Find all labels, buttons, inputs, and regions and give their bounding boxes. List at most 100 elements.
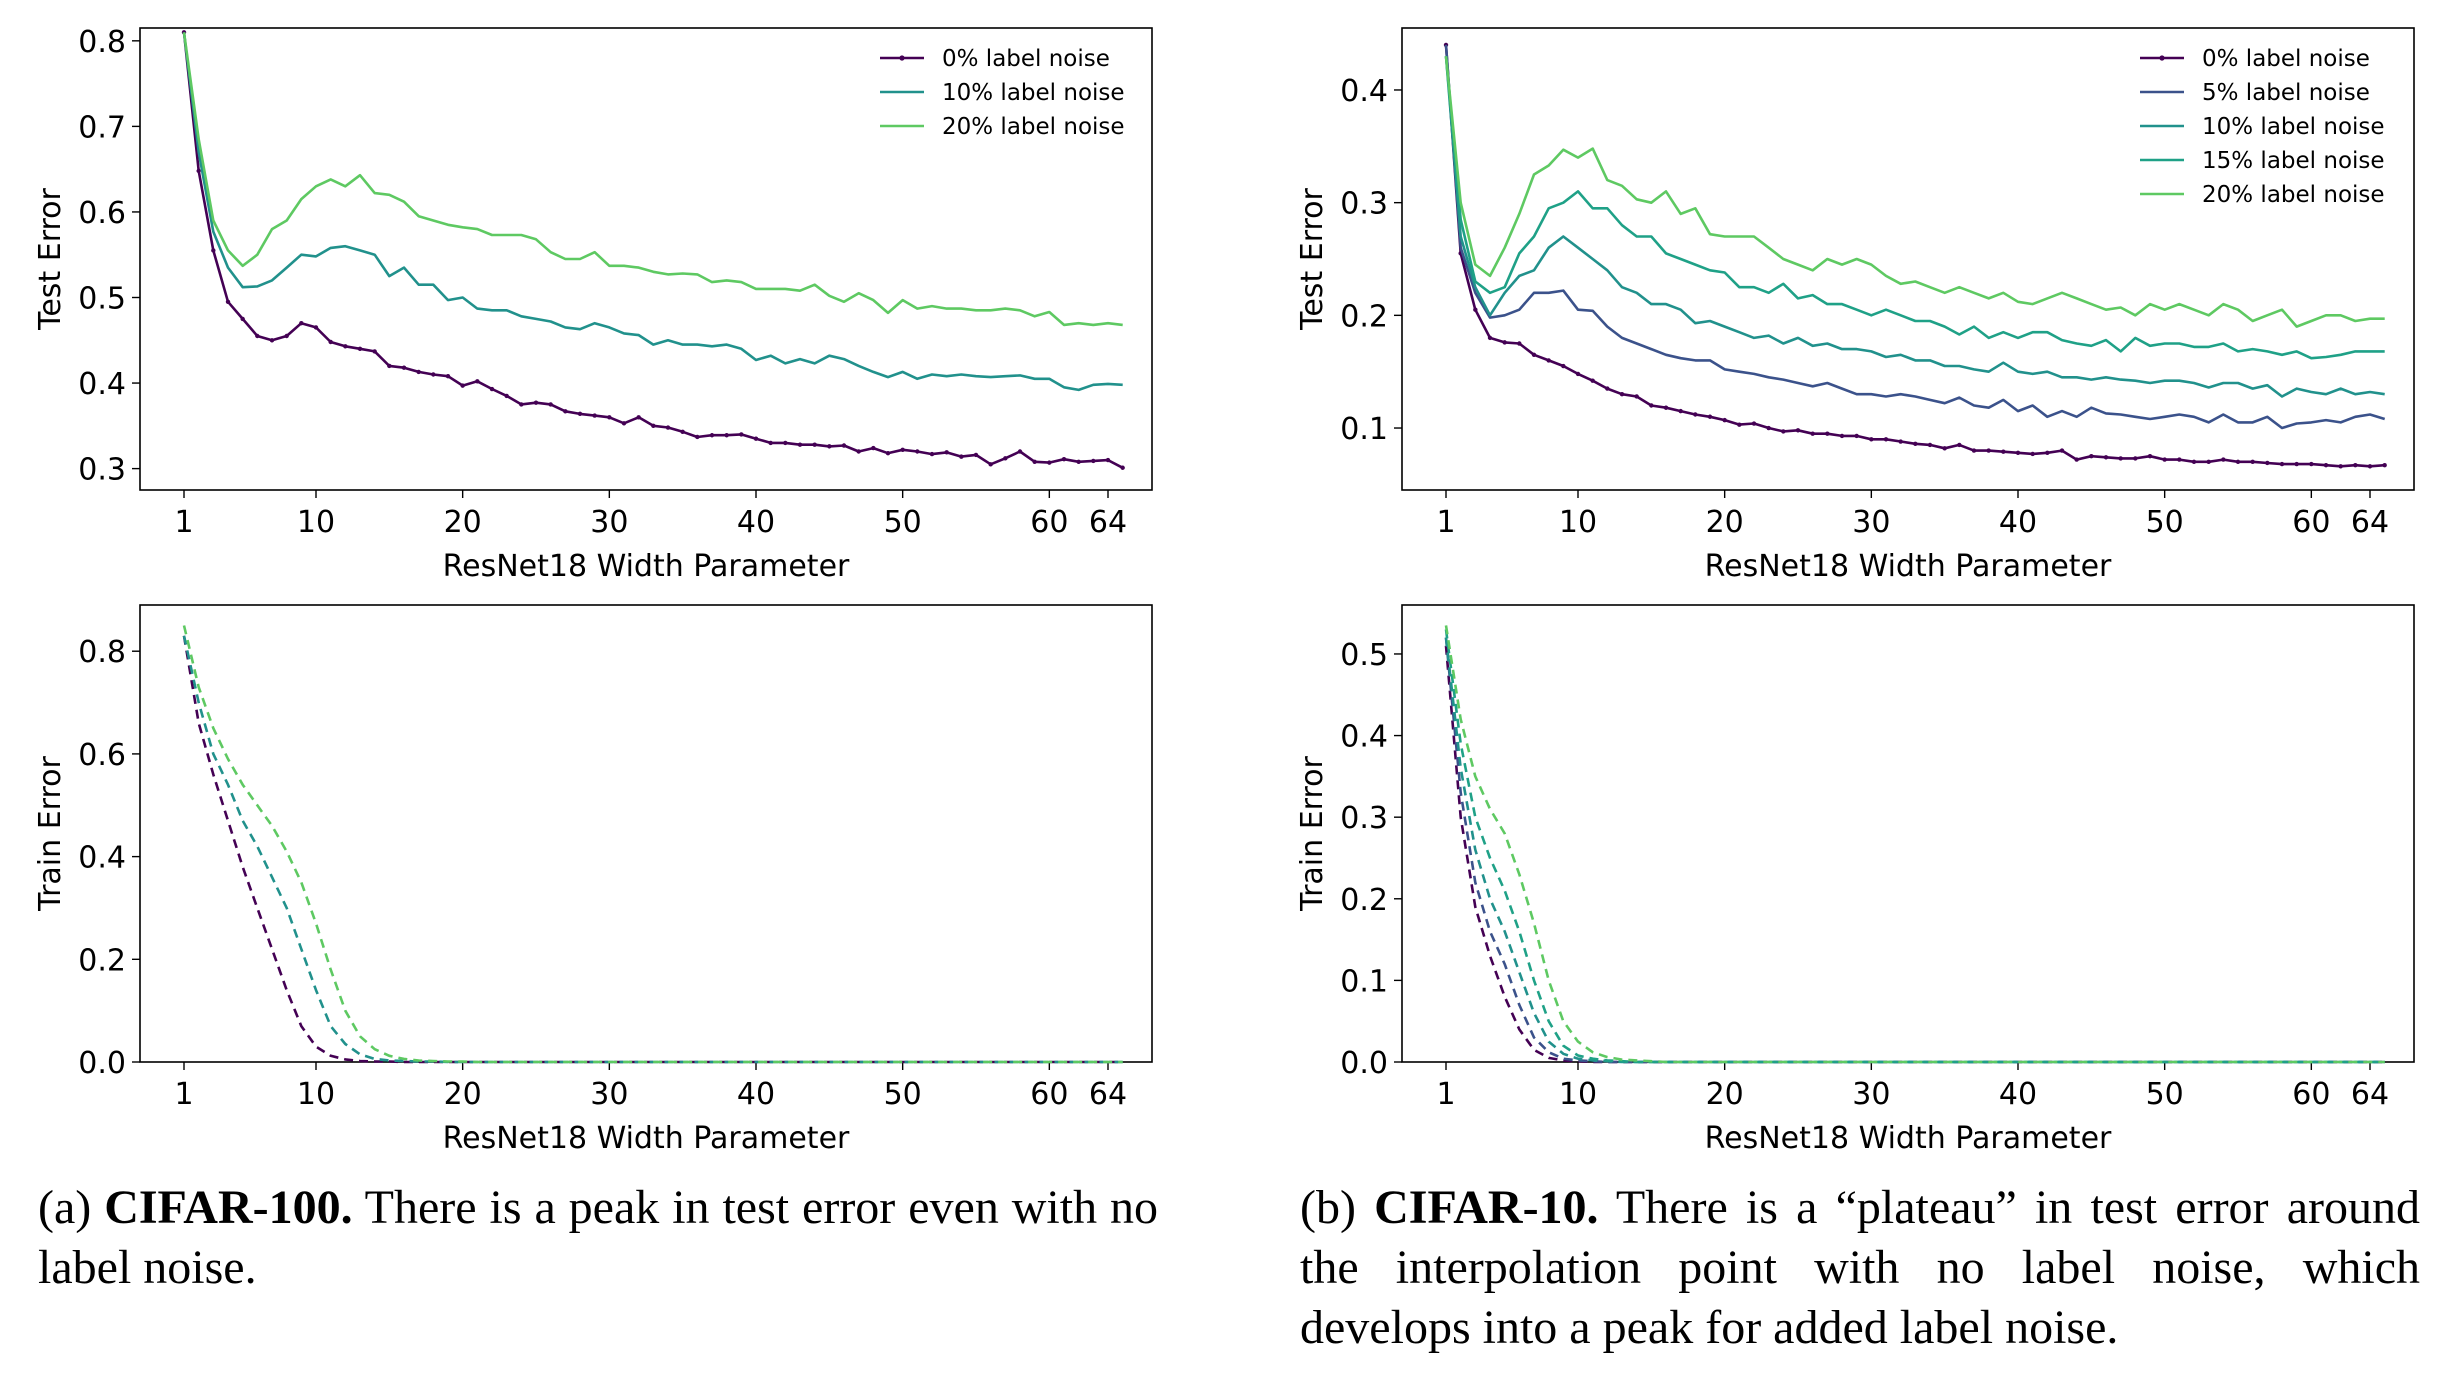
series-point <box>900 447 905 452</box>
x-tick-label: 50 <box>884 1077 922 1112</box>
series-point <box>1076 459 1081 464</box>
caption-b-title: CIFAR-10. <box>1374 1181 1599 1234</box>
series-point <box>915 449 920 454</box>
series-point <box>357 346 363 352</box>
x-tick-label: 1 <box>1436 1077 1455 1112</box>
series-point <box>1869 437 1874 442</box>
x-tick-label: 64 <box>1089 505 1127 540</box>
y-tick-label: 0.2 <box>1340 299 1388 334</box>
series-point <box>2250 459 2255 465</box>
series-point <box>284 333 289 339</box>
x-tick-label: 30 <box>1852 1077 1890 1112</box>
series-point <box>1531 352 1537 357</box>
x-tick-label: 60 <box>1030 505 1068 540</box>
series-point <box>460 383 465 388</box>
series-point <box>1546 358 1551 363</box>
series-point <box>680 429 685 435</box>
series-point <box>2338 464 2343 469</box>
series-point <box>1120 465 1125 470</box>
caption-a-text: There is a peak in test error even with … <box>38 1181 1159 1294</box>
series-point <box>2118 456 2123 461</box>
series-point <box>401 365 407 370</box>
series-point <box>577 411 583 417</box>
series-line-4 <box>1444 56 2385 328</box>
series-point <box>416 369 421 375</box>
x-axis-label: ResNet18 Width Parameter <box>1705 549 2112 584</box>
series-point <box>2235 459 2241 465</box>
series-point <box>1634 394 1639 399</box>
series-point <box>2030 451 2035 457</box>
series-point <box>783 440 788 446</box>
series-line-2 <box>182 625 1123 1064</box>
chart-cifar10-test: 1 10 20 30 40 50 60 64 0.1 0.2 0.3 0.4 ResNet18 Widt… <box>1295 27 2415 584</box>
legend-marker <box>2159 55 2165 61</box>
series-point <box>1575 371 1581 377</box>
series-point <box>2162 457 2167 462</box>
series-point <box>1781 429 1786 434</box>
series-point <box>2133 456 2138 461</box>
series-point <box>328 339 333 345</box>
x-tick-label: 50 <box>2146 1077 2184 1112</box>
series-point <box>1913 441 1918 446</box>
series-point <box>269 338 275 343</box>
series-point <box>1971 448 1977 453</box>
caption-cifar100: (a) CIFAR-100. There is a peak in test e… <box>38 1178 1158 1298</box>
y-tick-label: 0.1 <box>1340 412 1388 447</box>
series-point <box>2382 463 2387 468</box>
series-point <box>856 449 861 454</box>
x-tick-label: 20 <box>1706 1077 1744 1112</box>
y-tick-label: 0.8 <box>78 635 126 670</box>
y-tick-label: 0.6 <box>78 738 126 773</box>
series-point <box>1707 414 1713 419</box>
series-point <box>2294 461 2299 467</box>
plot-frame <box>1401 604 2415 1063</box>
y-tick-label: 0.0 <box>1340 1046 1388 1081</box>
series-point <box>1883 437 1889 442</box>
series-point <box>2206 459 2211 465</box>
y-axis-label: Test Error <box>33 187 68 330</box>
series-point <box>1957 442 1962 448</box>
series-point <box>1722 417 1727 423</box>
x-tick-label: 20 <box>444 505 482 540</box>
series-point <box>1473 307 1478 312</box>
caption-b-text: There is a “plateau” in test error aroun… <box>1300 1181 2420 1354</box>
caption-cifar10: (b) CIFAR-10. There is a “plateau” in te… <box>1300 1178 2420 1358</box>
x-tick-label: 30 <box>590 505 628 540</box>
legend-label: 0% label noise <box>2202 46 2370 72</box>
series-point <box>1032 459 1037 464</box>
series-point <box>724 433 729 438</box>
series-point <box>665 425 671 430</box>
series-point <box>1854 433 1859 439</box>
y-tick-label: 0.4 <box>78 841 126 876</box>
chart-cifar100-test: 1 10 20 30 40 50 60 64 0.3 0.4 0.5 0.6 0.7 0.8 ResNet1… <box>33 25 1153 584</box>
legend-label: 10% label noise <box>942 80 1125 106</box>
plot-frame <box>1401 27 2415 491</box>
series-point <box>1649 403 1654 408</box>
x-tick-label: 1 <box>174 1077 193 1112</box>
x-tick-label: 10 <box>297 505 335 540</box>
y-tick-label: 0.3 <box>1340 801 1388 836</box>
y-tick-label: 0.2 <box>1340 883 1388 918</box>
x-tick-label: 40 <box>1999 1077 2037 1112</box>
series-point <box>1795 428 1801 433</box>
series-line-0 <box>182 635 1123 1064</box>
x-axis-label: ResNet18 Width Parameter <box>443 1121 850 1156</box>
plot-frame <box>139 27 1153 491</box>
series-point <box>255 333 260 339</box>
series-point <box>2309 461 2314 467</box>
series-point <box>387 363 392 369</box>
x-tick-label: 1 <box>174 505 193 540</box>
x-tick-label: 20 <box>1706 505 1744 540</box>
series-point <box>2353 463 2358 468</box>
series-point <box>1561 363 1566 369</box>
series-point <box>1605 386 1610 391</box>
series-point <box>1590 378 1595 383</box>
y-tick-label: 0.7 <box>78 110 126 145</box>
series-point <box>1942 446 1947 451</box>
legend-label: 15% label noise <box>2202 148 2385 174</box>
series-point <box>211 248 216 253</box>
plot-frame <box>139 604 1153 1063</box>
series-point <box>1678 408 1683 414</box>
legend-label: 0% label noise <box>942 46 1110 72</box>
